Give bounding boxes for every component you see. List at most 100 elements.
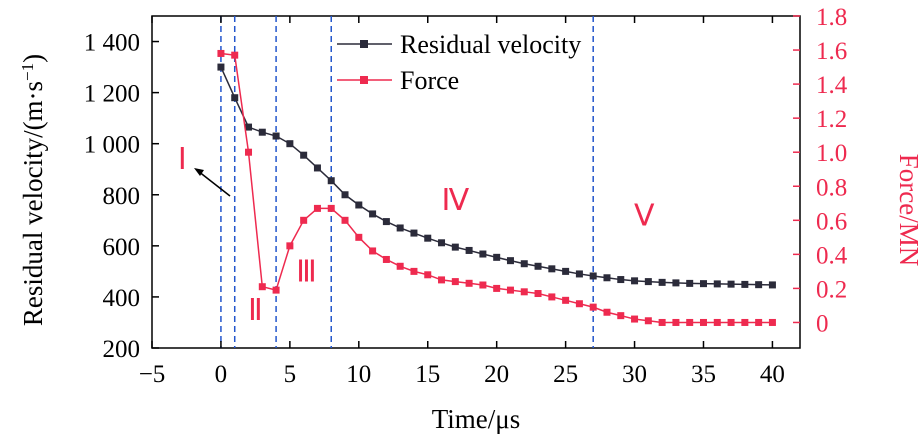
x-tick-label: 0	[215, 361, 228, 388]
series-0-point	[410, 229, 418, 237]
series-0-point	[451, 243, 459, 251]
region-label: Ⅰ	[178, 143, 187, 176]
series-1-point	[658, 318, 666, 326]
series-1-point	[272, 286, 280, 294]
series-1-point	[313, 204, 321, 212]
series-1-point	[231, 51, 239, 59]
series-1-point	[755, 318, 763, 326]
right-y-tick-label: 1.2	[816, 106, 847, 133]
series-1-point	[672, 318, 680, 326]
region-label: Ⅳ	[441, 184, 469, 217]
right-y-tick-label: 0.6	[816, 208, 847, 235]
series-1-point	[617, 312, 625, 320]
series-1-point	[575, 300, 583, 308]
x-tick-label: 10	[346, 361, 371, 388]
series-0-point	[644, 278, 652, 286]
series-0-point	[713, 280, 721, 288]
series-1-point	[686, 318, 694, 326]
series-1-point	[382, 255, 390, 263]
series-1-point	[562, 296, 570, 304]
left-y-tick-label: 800	[103, 183, 141, 210]
series-0-point	[672, 279, 680, 287]
series-0-point	[438, 239, 446, 247]
left-y-axis-label-main: Residual velocity/(m·s	[18, 81, 48, 326]
series-1-point	[341, 216, 349, 224]
x-tick-label: −5	[139, 361, 166, 388]
series-0-point	[699, 280, 707, 288]
series-1-point	[644, 317, 652, 325]
x-tick-label: 20	[484, 361, 509, 388]
series-0-point	[658, 278, 666, 286]
x-axis-label: Time/μs	[432, 404, 521, 434]
series-0-point	[327, 177, 335, 185]
series-1-point	[493, 284, 501, 292]
right-y-tick-label: 1.4	[816, 72, 848, 99]
x-tick-label: 35	[691, 361, 716, 388]
left-y-tick-label: 1 200	[84, 81, 140, 108]
series-0-point	[520, 260, 528, 268]
left-y-tick-label: 200	[103, 336, 141, 363]
region-dividers	[220, 16, 594, 348]
series-1-point	[217, 49, 225, 57]
series-1-point	[438, 276, 446, 284]
legend: Residual velocity Force	[337, 30, 581, 95]
series-1-point	[451, 278, 459, 286]
region-label: Ⅲ	[296, 256, 317, 289]
right-y-axis-ticks: 0 0.2 0.4 0.6 0.8 1.0 1.2 1.4 1.6 1.8	[793, 4, 848, 337]
series-1-point	[300, 216, 308, 224]
series-1-point	[465, 279, 473, 287]
left-y-tick-label: 400	[103, 285, 141, 312]
series-1-point	[424, 271, 432, 279]
right-y-axis-label: Force/MN	[894, 154, 921, 266]
series-1-point	[286, 242, 294, 250]
plot-frame	[151, 15, 801, 349]
left-y-axis-ticks: 200 400 600 800 1 000 1 200 1 400	[84, 30, 159, 363]
left-y-tick-label: 600	[103, 234, 141, 261]
series-0-point	[258, 128, 266, 136]
region-label: Ⅱ	[248, 294, 263, 327]
series-layer	[217, 49, 776, 326]
series-0-point	[396, 224, 404, 232]
series-0-point	[313, 164, 321, 172]
series-1-point	[506, 286, 514, 294]
series-1-point	[327, 204, 335, 212]
series-0-point	[465, 246, 473, 254]
series-1-point	[699, 318, 707, 326]
legend-force-label: Force	[400, 66, 459, 95]
right-y-tick-label: 0.2	[816, 276, 847, 303]
series-1-point	[396, 262, 404, 270]
legend-velocity-marker	[360, 40, 368, 48]
series-0-point	[575, 270, 583, 278]
series-1-point	[479, 281, 487, 289]
series-0-point	[741, 280, 749, 288]
series-0-point	[548, 265, 556, 273]
series-1-point	[727, 318, 735, 326]
left-y-tick-label: 1 400	[84, 30, 140, 57]
series-0-point	[382, 218, 390, 226]
series-0-point	[300, 151, 308, 159]
x-tick-label: 30	[622, 361, 647, 388]
series-0-point	[424, 234, 432, 242]
legend-force-marker	[360, 76, 368, 84]
series-0-point	[603, 274, 611, 282]
legend-velocity-label: Residual velocity	[400, 30, 581, 59]
series-0-point	[686, 279, 694, 287]
series-0-point	[631, 277, 639, 285]
x-tick-label: 15	[415, 361, 440, 388]
series-1-point	[245, 148, 253, 156]
series-0-point	[245, 123, 253, 131]
series-1-point	[534, 290, 542, 298]
x-tick-label: 5	[284, 361, 297, 388]
series-1-point	[603, 308, 611, 316]
series-0-point	[272, 132, 280, 140]
series-0-point	[286, 140, 294, 148]
region-i-arrow	[197, 170, 231, 197]
series-1-point	[713, 318, 721, 326]
left-y-axis-label-exponent: −1	[18, 63, 37, 81]
series-0-point	[341, 191, 349, 199]
left-y-axis-label-close: )	[18, 54, 48, 63]
region-i-arrowhead	[194, 168, 204, 176]
right-y-tick-label: 0	[816, 310, 829, 337]
series-0-point	[493, 253, 501, 261]
